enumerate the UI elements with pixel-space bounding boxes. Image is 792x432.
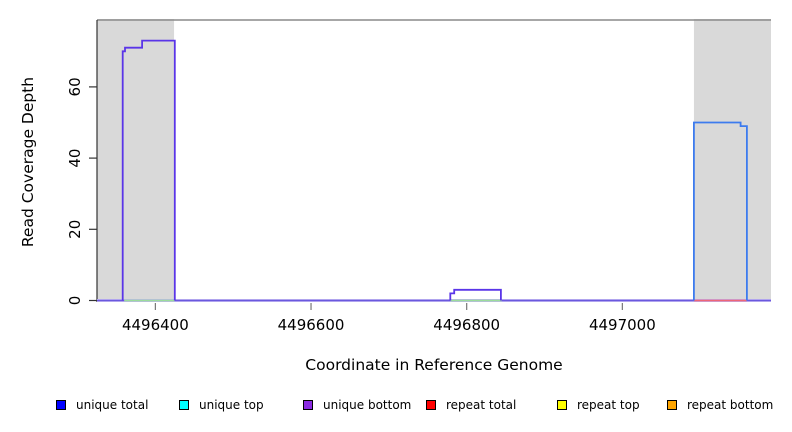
legend-swatch-icon <box>179 400 189 410</box>
x-tick-label: 4497000 <box>589 316 656 334</box>
legend-swatch-icon <box>303 400 313 410</box>
x-axis-title: Coordinate in Reference Genome <box>305 356 563 374</box>
legend-swatch-icon <box>426 400 436 410</box>
legend-label: unique bottom <box>323 398 412 412</box>
legend-label: unique top <box>199 398 264 412</box>
y-tick-label: 60 <box>66 77 84 96</box>
legend-item-unique-top: unique top <box>179 397 264 413</box>
legend-label: repeat top <box>577 398 640 412</box>
y-axis-title: Read Coverage Depth <box>19 76 37 248</box>
legend-item-repeat-bottom: repeat bottom <box>667 397 773 413</box>
legend-label: repeat bottom <box>687 398 774 412</box>
legend-item-unique-total: unique total <box>56 397 148 413</box>
legend-item-unique-bottom: unique bottom <box>303 397 411 413</box>
series-unique-bottom-peak-left <box>121 39 176 301</box>
legend-label: repeat total <box>446 398 517 412</box>
legend-swatch-icon <box>557 400 567 410</box>
right-shaded-region <box>693 19 771 302</box>
series-unique-total-peak-right <box>693 121 748 301</box>
legend: unique total unique top unique bottom repea… <box>0 397 792 417</box>
y-tick-label: 0 <box>66 296 84 306</box>
x-tick-label: 4496800 <box>433 316 500 334</box>
legend-item-repeat-total: repeat total <box>426 397 516 413</box>
legend-swatch-icon <box>667 400 677 410</box>
legend-item-repeat-top: repeat top <box>557 397 640 413</box>
series-unique-bottom-bump-mid <box>449 288 502 301</box>
legend-swatch-icon <box>56 400 66 410</box>
y-tick-label: 20 <box>66 220 84 239</box>
left-shaded-region <box>97 19 175 302</box>
legend-label: unique total <box>76 398 149 412</box>
x-tick-label: 4496400 <box>122 316 189 334</box>
x-tick-label: 4496600 <box>278 316 345 334</box>
y-tick-label: 40 <box>66 149 84 168</box>
